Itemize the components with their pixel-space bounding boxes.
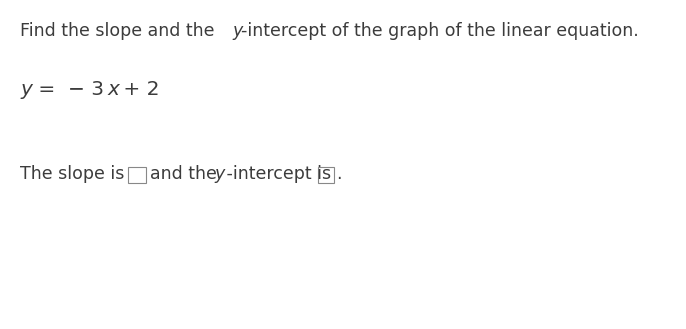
Bar	[128, 167, 146, 183]
Text: and the: and the	[150, 165, 222, 183]
Text: x: x	[108, 80, 120, 99]
Text: y: y	[232, 22, 242, 40]
Text: .: .	[336, 165, 342, 183]
Text: -intercept is: -intercept is	[221, 165, 337, 183]
Text: y: y	[214, 165, 224, 183]
Text: The slope is: The slope is	[20, 165, 130, 183]
Text: =  − 3: = − 3	[32, 80, 104, 99]
Text: y: y	[20, 80, 32, 99]
Text: + 2: + 2	[117, 80, 160, 99]
Bar	[318, 167, 334, 183]
Text: Find the slope and the: Find the slope and the	[20, 22, 220, 40]
Text: -intercept of the graph of the linear equation.: -intercept of the graph of the linear eq…	[241, 22, 639, 40]
